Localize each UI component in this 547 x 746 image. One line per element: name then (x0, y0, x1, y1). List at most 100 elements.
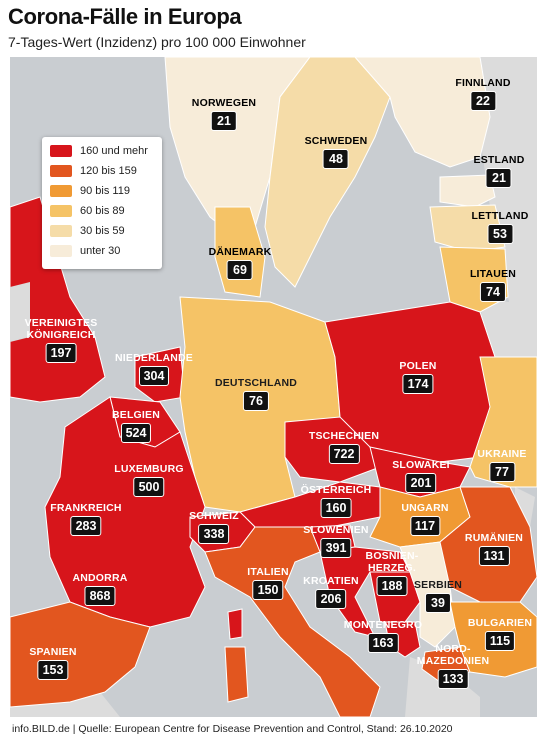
legend-label: 90 bis 119 (80, 185, 130, 197)
chart-title: Corona-Fälle in Europa (8, 4, 242, 29)
label-slowakei: SLOWAKEI 201 (392, 459, 450, 493)
country-value: 39 (424, 593, 451, 613)
shape-italien (204, 526, 381, 717)
legend-item: unter 30 (50, 243, 120, 259)
legend-label: 30 bis 59 (80, 225, 125, 237)
label-spanien: SPANIEN 153 (29, 646, 76, 680)
legend-label: 60 bis 89 (80, 205, 125, 217)
country-value: 69 (226, 260, 253, 280)
legend-label: 120 bis 159 (80, 165, 137, 177)
country-name: TSCHECHIEN (308, 430, 380, 442)
label-frankreich: FRANKREICH 283 (50, 502, 122, 536)
label-tschechien: TSCHECHIEN 722 (309, 430, 379, 464)
label-daenemark: DÄNEMARK 69 (209, 246, 272, 280)
label-ukraine: UKRAINE 77 (477, 448, 526, 482)
legend-swatch (50, 205, 72, 217)
shape-frankreich (44, 396, 206, 628)
country-value: 304 (138, 366, 170, 386)
country-value: 160 (320, 498, 352, 518)
country-name: DÄNEMARK (208, 246, 272, 258)
country-name: RUMÄNIEN (464, 532, 524, 544)
country-name: ITALIEN (247, 566, 289, 578)
country-name: KROATIEN (303, 575, 359, 587)
label-montenegro: MONTENEGRO 163 (344, 619, 422, 653)
legend-label: 160 und mehr (80, 145, 148, 157)
country-name: DEUTSCHLAND (214, 377, 298, 389)
shape-spanien (10, 601, 151, 708)
label-oesterreich: ÖSTERREICH 160 (301, 484, 372, 518)
label-bosnien: BOSNIEN- HERZEG. 188 (366, 550, 419, 596)
country-value: 76 (243, 391, 269, 411)
country-name: NIEDERLANDE (114, 352, 194, 364)
legend-swatch (50, 145, 72, 157)
country-name: FINNLAND (455, 77, 511, 89)
country-name: BELGIEN (111, 409, 161, 421)
land-russia (480, 57, 537, 357)
legend-item: 120 bis 159 (50, 163, 137, 179)
country-value: 722 (328, 444, 360, 464)
country-value: 338 (198, 524, 230, 544)
country-name: NORWEGEN (191, 97, 257, 109)
shape-kroatien (319, 546, 411, 638)
country-name: FRANKREICH (50, 502, 122, 514)
legend: 160 und mehr 120 bis 159 90 bis 119 60 b… (42, 137, 162, 269)
label-luxemburg: LUXEMBURG 500 (114, 463, 184, 497)
country-name: SPANIEN (29, 646, 77, 658)
label-ungarn: UNGARN 117 (401, 502, 448, 536)
country-value: 131 (478, 546, 510, 566)
country-value: 500 (133, 477, 165, 497)
country-value: 22 (469, 91, 496, 111)
country-value: 201 (405, 473, 437, 493)
legend-item: 90 bis 119 (50, 183, 130, 199)
country-value: 21 (210, 111, 237, 131)
country-name: LETTLAND (471, 210, 529, 222)
country-value: 21 (485, 168, 512, 188)
label-schweden: SCHWEDEN 48 (305, 135, 368, 169)
label-slowenien: SLOWENIEN 391 (303, 524, 368, 558)
label-litauen: LITAUEN 74 (470, 268, 516, 302)
country-name: UNGARN (401, 502, 449, 514)
country-value: 197 (45, 343, 77, 363)
country-value: 188 (376, 576, 408, 596)
label-bulgarien: BULGARIEN 115 (468, 617, 532, 651)
shape-finnland (354, 57, 491, 168)
country-value: 283 (70, 516, 102, 536)
label-deutschland: DEUTSCHLAND 76 (215, 377, 297, 411)
shape-estland (439, 174, 496, 208)
country-value: 133 (437, 669, 469, 689)
label-belgien: BELGIEN 524 (112, 409, 160, 443)
country-name: SERBIEN (413, 579, 463, 591)
country-value: 77 (489, 462, 515, 482)
label-estland: ESTLAND 21 (474, 154, 525, 188)
country-value: 53 (486, 224, 513, 244)
map-shapes (10, 57, 537, 717)
legend-item: 160 und mehr (50, 143, 148, 159)
country-name: ANDORRA (72, 572, 128, 584)
country-value: 117 (409, 516, 441, 536)
country-name: LITAUEN (469, 268, 517, 280)
legend-swatch (50, 165, 72, 177)
country-name: LUXEMBURG (114, 463, 184, 475)
label-norwegen: NORWEGEN 21 (192, 97, 256, 131)
label-finnland: FINNLAND 22 (455, 77, 510, 111)
country-name: SCHWEIZ (189, 510, 239, 522)
europe-map: 160 und mehr 120 bis 159 90 bis 119 60 b… (10, 57, 537, 717)
legend-label: unter 30 (80, 245, 121, 257)
country-name: NORD- MAZEDONIEN (416, 643, 490, 667)
country-name: ESTLAND (473, 154, 525, 166)
label-uk: VEREINIGTES KÖNIGREICH 197 (25, 317, 98, 363)
land-ireland (10, 282, 30, 342)
country-value: 524 (120, 423, 152, 443)
label-andorra: ANDORRA 868 (72, 572, 127, 606)
label-italien: ITALIEN 150 (247, 566, 289, 600)
country-value: 206 (315, 589, 347, 609)
country-name: UKRAINE (477, 448, 527, 460)
country-value: 150 (252, 580, 284, 600)
label-rumaenien: RUMÄNIEN 131 (465, 532, 523, 566)
label-lettland: LETTLAND 53 (471, 210, 528, 244)
country-name: MONTENEGRO (343, 619, 423, 631)
country-name: SLOWAKEI (392, 459, 450, 471)
shape-ukraine (469, 356, 537, 488)
legend-item: 30 bis 59 (50, 223, 125, 239)
country-value: 48 (322, 149, 349, 169)
